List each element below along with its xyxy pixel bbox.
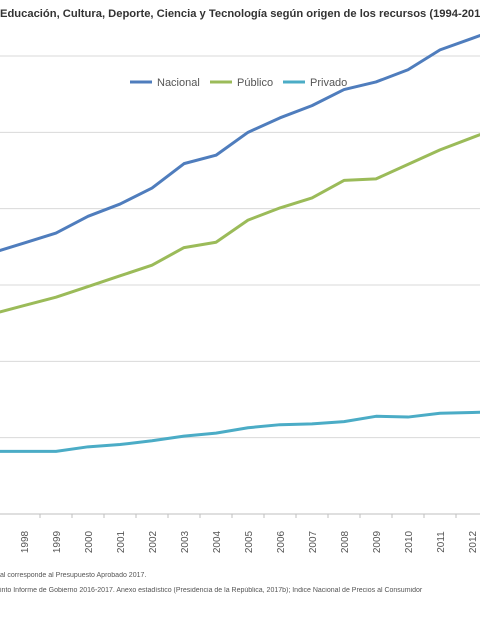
data-point	[55, 232, 57, 234]
data-point	[311, 105, 313, 107]
data-point	[471, 137, 473, 139]
chart-title: Educación, Cultura, Deporte, Ciencia y T…	[0, 8, 480, 20]
series-lines	[0, 34, 480, 453]
data-point	[471, 37, 473, 39]
data-point	[343, 421, 345, 423]
x-tick-label: 2006	[276, 530, 287, 553]
data-point	[119, 203, 121, 205]
data-point	[247, 131, 249, 133]
data-point	[279, 117, 281, 119]
x-tick-label: 2000	[84, 530, 95, 553]
x-tick-label: 2010	[404, 530, 415, 553]
data-point	[407, 416, 409, 418]
x-tick-label: 1998	[20, 530, 31, 553]
x-tick-label: 2008	[340, 530, 351, 553]
data-point	[151, 187, 153, 189]
data-point	[375, 415, 377, 417]
data-point	[471, 411, 473, 413]
data-point	[215, 241, 217, 243]
footnote-2: into Informe de Gobierno 2016-2017. Anex…	[0, 587, 423, 594]
data-point	[55, 296, 57, 298]
data-point	[279, 207, 281, 209]
data-point	[23, 450, 25, 452]
data-point	[119, 444, 121, 446]
data-point	[183, 163, 185, 165]
data-point	[343, 89, 345, 91]
data-point	[311, 423, 313, 425]
gridlines	[0, 55, 480, 515]
footnote-1: al corresponde al Presupuesto Aprobado 2…	[0, 572, 147, 579]
data-point	[215, 154, 217, 156]
data-point	[407, 69, 409, 71]
x-axis-ticks: 1998 1999 2000 2001 2002 2003 2004 2005 2006 2007…	[0, 513, 480, 553]
data-point	[87, 215, 89, 217]
series-line-nacional	[0, 34, 480, 252]
legend: Nacional Público Privado	[130, 77, 347, 89]
data-point	[87, 286, 89, 288]
x-tick-label: 2005	[244, 530, 255, 553]
data-point	[247, 427, 249, 429]
data-point	[439, 412, 441, 414]
data-point	[23, 242, 25, 244]
data-point	[343, 179, 345, 181]
x-tick-label: 1999	[52, 530, 63, 553]
x-tick-label: 2003	[180, 530, 191, 553]
x-tick-label: 2002	[148, 530, 159, 553]
data-point	[311, 197, 313, 199]
line-chart: Nacional Público Privado 1998 1999 2000 2001 2…	[0, 34, 480, 553]
legend-label: Público	[237, 77, 273, 89]
x-tick-label: 2012	[468, 530, 479, 553]
data-point	[183, 247, 185, 249]
data-point	[55, 450, 57, 452]
data-point	[119, 275, 121, 277]
x-tick-label: 2009	[372, 530, 383, 553]
x-tick-label: 2004	[212, 530, 223, 553]
data-point	[439, 149, 441, 151]
data-point	[183, 435, 185, 437]
data-point	[87, 446, 89, 448]
data-point	[439, 49, 441, 51]
x-tick-label: 2007	[308, 530, 319, 553]
x-tick-label: 2001	[116, 530, 127, 553]
data-point	[23, 305, 25, 307]
data-point	[375, 178, 377, 180]
data-point	[247, 219, 249, 221]
legend-label: Nacional	[157, 77, 200, 89]
x-tick-label: 2011	[436, 531, 447, 553]
data-point	[407, 163, 409, 165]
data-point	[375, 81, 377, 83]
data-point	[215, 432, 217, 434]
legend-label: Privado	[310, 77, 347, 89]
data-point	[151, 440, 153, 442]
data-point	[279, 424, 281, 426]
data-point	[151, 264, 153, 266]
series-line-privado	[0, 410, 480, 453]
